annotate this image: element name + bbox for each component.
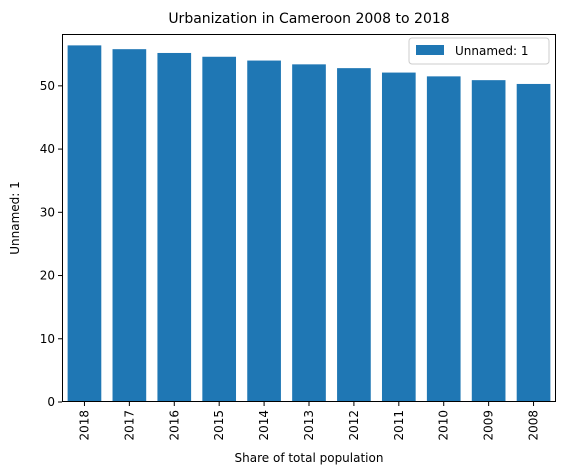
y-axis-label: Unnamed: 1 (8, 181, 22, 255)
legend: Unnamed: 1 (408, 37, 550, 65)
legend-box (408, 37, 550, 65)
y-tick-label: 0 (47, 395, 55, 409)
y-tick-label: 30 (40, 205, 55, 219)
bar-2009 (471, 80, 506, 402)
bar-2008 (516, 83, 551, 402)
x-axis-ticks: 2018 2017 2016 2015 2014 2013 2012 2011 2010 2009… (77, 402, 541, 441)
bar-2011 (381, 72, 416, 403)
legend-swatch (416, 45, 444, 55)
x-tick-label: 2010 (437, 410, 451, 441)
x-tick-label: 2011 (392, 410, 406, 441)
bar-2015 (202, 56, 237, 403)
x-tick-label: 2014 (257, 410, 271, 441)
y-tick-label: 20 (40, 269, 55, 283)
bar-2017 (112, 49, 147, 402)
y-axis-ticks: 0 10 20 30 40 50 (40, 79, 62, 409)
bars-group (67, 45, 551, 403)
x-tick-label: 2015 (212, 410, 226, 441)
bar-2018 (67, 45, 102, 403)
bar-2012 (337, 68, 371, 402)
x-axis-label: Share of total population (235, 451, 384, 465)
x-tick-label: 2018 (77, 410, 91, 441)
x-tick-label: 2013 (302, 410, 316, 441)
y-tick-label: 10 (40, 332, 55, 346)
y-tick-label: 50 (40, 79, 55, 93)
plot-frame (62, 34, 556, 402)
x-tick-label: 2009 (482, 410, 496, 441)
legend-label: Unnamed: 1 (455, 44, 529, 58)
x-tick-label: 2016 (167, 410, 181, 441)
bar-2014 (247, 60, 281, 402)
bar-2016 (157, 52, 192, 403)
x-tick-label: 2012 (347, 410, 361, 441)
bar-2013 (292, 64, 326, 402)
y-tick-label: 40 (40, 142, 55, 156)
x-tick-label: 2008 (527, 410, 541, 441)
x-tick-label: 2017 (122, 410, 136, 441)
bar-2010 (426, 76, 461, 402)
chart-title: Urbanization in Cameroon 2008 to 2018 (168, 11, 449, 27)
